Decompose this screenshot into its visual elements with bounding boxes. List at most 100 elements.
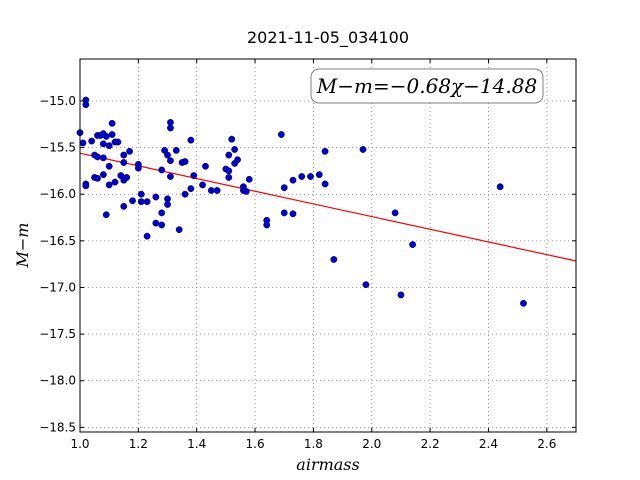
data-point <box>164 151 171 159</box>
plot-frame <box>79 58 577 433</box>
axis-ticks: 1.0 1.2 1.4 1.6 1.8 2.0 2.2 2.4 2.6 −15.0 −15.5 −16… <box>39 59 576 451</box>
data-point <box>105 142 113 150</box>
data-point <box>330 256 338 263</box>
data-points <box>76 96 527 307</box>
data-point <box>129 197 136 205</box>
data-point <box>199 181 206 189</box>
y-tick-label: −16.0 <box>39 187 76 201</box>
x-tick-label: 1.6 <box>246 437 265 451</box>
x-tick-label: 2.2 <box>421 437 440 451</box>
y-tick-label: −18.0 <box>39 374 76 388</box>
data-point <box>120 202 128 210</box>
data-point <box>207 187 215 194</box>
data-point <box>167 157 174 165</box>
y-axis-label: M−m <box>13 223 32 269</box>
data-point <box>225 151 233 159</box>
data-point <box>181 190 189 198</box>
data-point <box>99 171 107 179</box>
data-point <box>520 299 527 307</box>
x-tick-label: 2.4 <box>479 437 498 451</box>
data-point <box>496 183 504 191</box>
data-point <box>362 281 370 289</box>
data-point <box>397 291 405 299</box>
data-point <box>187 136 195 144</box>
data-point <box>391 209 399 217</box>
data-point <box>321 180 329 188</box>
plot-background <box>80 59 576 432</box>
data-point <box>143 198 151 206</box>
data-point <box>79 139 87 147</box>
data-point <box>152 219 160 227</box>
data-point <box>123 174 131 181</box>
data-point <box>315 171 323 179</box>
data-point <box>164 201 171 208</box>
annotation-frame <box>310 68 544 104</box>
data-point <box>102 132 110 140</box>
data-point <box>213 187 221 194</box>
data-point <box>99 154 107 162</box>
data-point <box>102 211 110 219</box>
y-tick-label: −17.5 <box>39 327 76 341</box>
x-tick-label: 2.0 <box>362 437 381 451</box>
data-point <box>94 174 101 182</box>
data-point <box>225 174 233 181</box>
data-point <box>181 158 189 165</box>
x-axis-label: airmass <box>296 455 359 474</box>
data-point <box>175 226 183 234</box>
fit-equation: M−m=−0.68χ−14.88 <box>316 74 537 98</box>
data-point <box>234 156 241 164</box>
data-point <box>126 147 134 155</box>
data-point <box>307 173 314 180</box>
x-tick-label: 1.4 <box>187 437 206 451</box>
data-point <box>187 185 195 193</box>
data-point <box>359 146 367 153</box>
x-tick-label: 1.8 <box>304 437 323 451</box>
data-point <box>289 176 297 184</box>
y-tick-label: −18.5 <box>39 420 76 434</box>
data-point <box>231 146 239 153</box>
data-point <box>94 153 101 161</box>
data-point <box>280 209 288 217</box>
data-point <box>88 137 96 145</box>
data-point <box>225 167 233 175</box>
data-point <box>228 135 236 143</box>
data-point <box>321 147 329 155</box>
data-point <box>108 119 116 127</box>
data-point <box>99 140 107 148</box>
data-point <box>202 162 209 170</box>
data-point <box>134 164 142 172</box>
data-point <box>409 241 417 248</box>
y-tick-label: −15.5 <box>39 141 76 155</box>
data-point <box>298 173 306 180</box>
data-point <box>280 184 288 192</box>
data-point <box>277 131 285 138</box>
x-tick-label: 2.6 <box>537 437 556 451</box>
data-point <box>114 138 122 146</box>
x-tick-label: 1.0 <box>70 437 89 451</box>
data-point <box>242 188 250 195</box>
data-point <box>158 209 166 217</box>
data-point <box>143 232 151 240</box>
data-point <box>120 151 128 159</box>
data-point <box>289 210 297 218</box>
data-point <box>105 162 113 170</box>
data-point <box>158 221 166 229</box>
data-point <box>137 198 145 206</box>
data-point <box>82 182 90 190</box>
y-tick-label: −16.5 <box>39 234 76 248</box>
x-tick-label: 1.2 <box>129 437 148 451</box>
data-point <box>152 193 160 201</box>
data-point <box>167 173 174 180</box>
data-point <box>120 159 128 166</box>
data-point <box>111 178 119 186</box>
data-point <box>167 124 174 132</box>
data-point <box>245 175 253 183</box>
fit-equation-box: M−m=−0.68χ−14.88 <box>310 68 544 104</box>
y-tick-label: −17.0 <box>39 280 76 294</box>
chart-title: 2021-11-05_034100 <box>247 28 409 48</box>
data-point <box>263 221 271 229</box>
data-point <box>190 172 198 179</box>
data-point <box>108 131 116 138</box>
data-point <box>158 166 166 174</box>
